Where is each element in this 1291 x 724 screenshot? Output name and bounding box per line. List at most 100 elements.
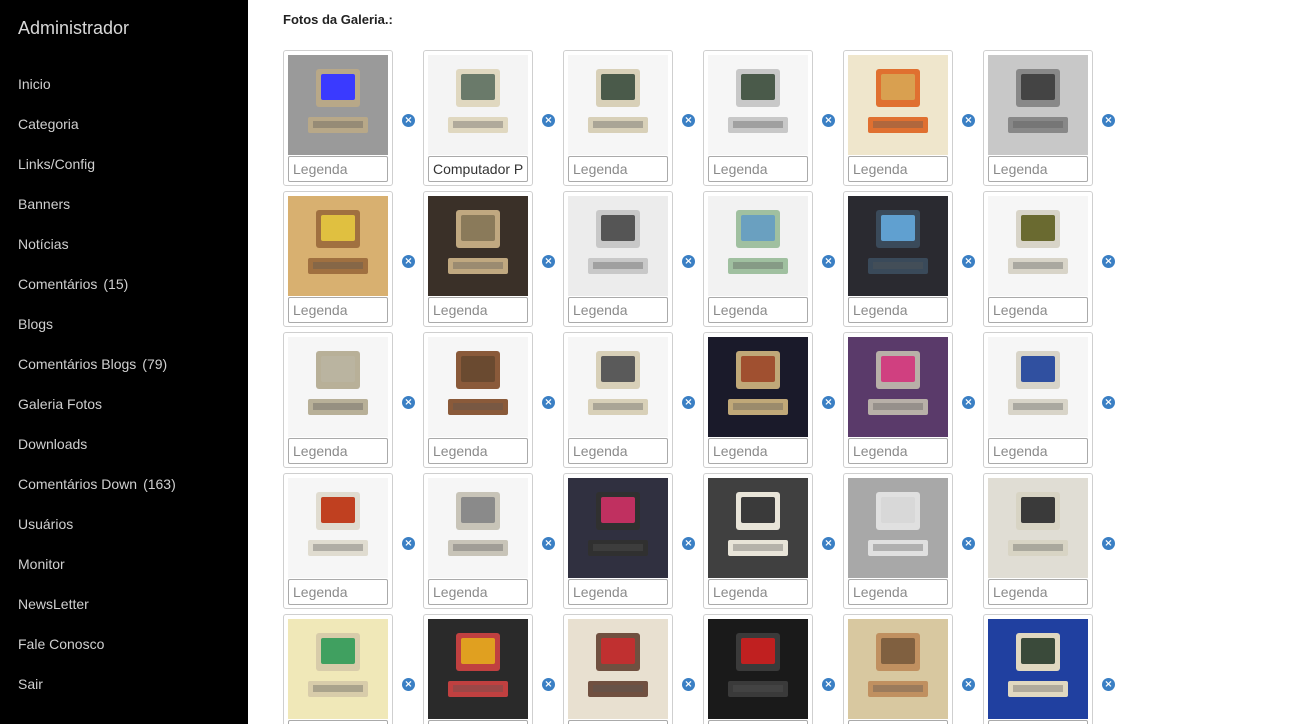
sidebar-item-comentários-down[interactable]: Comentários Down (163) bbox=[0, 464, 248, 504]
remove-circle-icon[interactable]: × bbox=[962, 678, 975, 691]
sidebar-item-galeria-fotos[interactable]: Galeria Fotos bbox=[0, 384, 248, 424]
photo-thumbnail[interactable] bbox=[848, 619, 948, 719]
caption-input[interactable] bbox=[988, 579, 1088, 605]
caption-input[interactable] bbox=[708, 156, 808, 182]
sidebar-item-downloads[interactable]: Downloads bbox=[0, 424, 248, 464]
photo-thumbnail[interactable] bbox=[848, 55, 948, 155]
remove-circle-icon[interactable]: × bbox=[1102, 114, 1115, 127]
remove-circle-icon[interactable]: × bbox=[962, 255, 975, 268]
sidebar-item-newsletter[interactable]: NewsLetter bbox=[0, 584, 248, 624]
remove-circle-icon[interactable]: × bbox=[822, 396, 835, 409]
photo-thumbnail[interactable] bbox=[288, 55, 388, 155]
photo-thumbnail[interactable] bbox=[428, 619, 528, 719]
caption-input[interactable] bbox=[708, 438, 808, 464]
caption-input[interactable] bbox=[428, 156, 528, 182]
photo-thumbnail[interactable] bbox=[428, 337, 528, 437]
sidebar-item-inicio[interactable]: Inicio bbox=[0, 64, 248, 104]
remove-circle-icon[interactable]: × bbox=[822, 537, 835, 550]
remove-circle-icon[interactable]: × bbox=[402, 678, 415, 691]
remove-circle-icon[interactable]: × bbox=[822, 255, 835, 268]
photo-thumbnail[interactable] bbox=[988, 196, 1088, 296]
remove-circle-icon[interactable]: × bbox=[962, 114, 975, 127]
caption-input[interactable] bbox=[708, 297, 808, 323]
caption-input[interactable] bbox=[708, 579, 808, 605]
remove-circle-icon[interactable]: × bbox=[822, 678, 835, 691]
photo-thumbnail[interactable] bbox=[988, 478, 1088, 578]
remove-circle-icon[interactable]: × bbox=[1102, 396, 1115, 409]
photo-thumbnail[interactable] bbox=[568, 337, 668, 437]
photo-thumbnail[interactable] bbox=[988, 337, 1088, 437]
caption-input[interactable] bbox=[288, 579, 388, 605]
photo-thumbnail[interactable] bbox=[708, 619, 808, 719]
photo-thumbnail[interactable] bbox=[848, 337, 948, 437]
photo-thumbnail[interactable] bbox=[568, 196, 668, 296]
caption-input[interactable] bbox=[568, 438, 668, 464]
photo-thumbnail[interactable] bbox=[988, 55, 1088, 155]
caption-input[interactable] bbox=[988, 720, 1088, 724]
photo-thumbnail[interactable] bbox=[708, 55, 808, 155]
caption-input[interactable] bbox=[568, 297, 668, 323]
remove-circle-icon[interactable]: × bbox=[542, 255, 555, 268]
sidebar-item-sair[interactable]: Sair bbox=[0, 664, 248, 704]
photo-thumbnail[interactable] bbox=[848, 478, 948, 578]
caption-input[interactable] bbox=[288, 156, 388, 182]
photo-thumbnail[interactable] bbox=[708, 478, 808, 578]
caption-input[interactable] bbox=[848, 438, 948, 464]
caption-input[interactable] bbox=[288, 297, 388, 323]
photo-thumbnail[interactable] bbox=[848, 196, 948, 296]
photo-thumbnail[interactable] bbox=[288, 337, 388, 437]
caption-input[interactable] bbox=[428, 438, 528, 464]
caption-input[interactable] bbox=[708, 720, 808, 724]
caption-input[interactable] bbox=[428, 297, 528, 323]
sidebar-item-notícias[interactable]: Notícias bbox=[0, 224, 248, 264]
photo-thumbnail[interactable] bbox=[288, 478, 388, 578]
remove-circle-icon[interactable]: × bbox=[402, 396, 415, 409]
remove-circle-icon[interactable]: × bbox=[682, 255, 695, 268]
caption-input[interactable] bbox=[848, 156, 948, 182]
remove-circle-icon[interactable]: × bbox=[682, 678, 695, 691]
caption-input[interactable] bbox=[288, 720, 388, 724]
remove-circle-icon[interactable]: × bbox=[682, 537, 695, 550]
sidebar-item-comentários-blogs[interactable]: Comentários Blogs (79) bbox=[0, 344, 248, 384]
remove-circle-icon[interactable]: × bbox=[682, 396, 695, 409]
remove-circle-icon[interactable]: × bbox=[962, 396, 975, 409]
sidebar-item-banners[interactable]: Banners bbox=[0, 184, 248, 224]
caption-input[interactable] bbox=[288, 438, 388, 464]
remove-circle-icon[interactable]: × bbox=[542, 678, 555, 691]
caption-input[interactable] bbox=[568, 720, 668, 724]
remove-circle-icon[interactable]: × bbox=[542, 396, 555, 409]
sidebar-item-comentários[interactable]: Comentários (15) bbox=[0, 264, 248, 304]
remove-circle-icon[interactable]: × bbox=[1102, 537, 1115, 550]
sidebar-item-usuários[interactable]: Usuários bbox=[0, 504, 248, 544]
caption-input[interactable] bbox=[848, 297, 948, 323]
caption-input[interactable] bbox=[848, 720, 948, 724]
remove-circle-icon[interactable]: × bbox=[962, 537, 975, 550]
remove-circle-icon[interactable]: × bbox=[542, 114, 555, 127]
photo-thumbnail[interactable] bbox=[988, 619, 1088, 719]
caption-input[interactable] bbox=[848, 579, 948, 605]
photo-thumbnail[interactable] bbox=[288, 196, 388, 296]
caption-input[interactable] bbox=[988, 297, 1088, 323]
photo-thumbnail[interactable] bbox=[288, 619, 388, 719]
caption-input[interactable] bbox=[428, 579, 528, 605]
sidebar-item-categoria[interactable]: Categoria bbox=[0, 104, 248, 144]
photo-thumbnail[interactable] bbox=[708, 337, 808, 437]
photo-thumbnail[interactable] bbox=[568, 478, 668, 578]
photo-thumbnail[interactable] bbox=[568, 55, 668, 155]
caption-input[interactable] bbox=[568, 579, 668, 605]
remove-circle-icon[interactable]: × bbox=[542, 537, 555, 550]
photo-thumbnail[interactable] bbox=[568, 619, 668, 719]
sidebar-item-blogs[interactable]: Blogs bbox=[0, 304, 248, 344]
photo-thumbnail[interactable] bbox=[428, 55, 528, 155]
caption-input[interactable] bbox=[568, 156, 668, 182]
remove-circle-icon[interactable]: × bbox=[402, 537, 415, 550]
photo-thumbnail[interactable] bbox=[708, 196, 808, 296]
remove-circle-icon[interactable]: × bbox=[402, 255, 415, 268]
photo-thumbnail[interactable] bbox=[428, 196, 528, 296]
remove-circle-icon[interactable]: × bbox=[402, 114, 415, 127]
remove-circle-icon[interactable]: × bbox=[682, 114, 695, 127]
remove-circle-icon[interactable]: × bbox=[1102, 678, 1115, 691]
sidebar-item-fale-conosco[interactable]: Fale Conosco bbox=[0, 624, 248, 664]
caption-input[interactable] bbox=[988, 438, 1088, 464]
photo-thumbnail[interactable] bbox=[428, 478, 528, 578]
